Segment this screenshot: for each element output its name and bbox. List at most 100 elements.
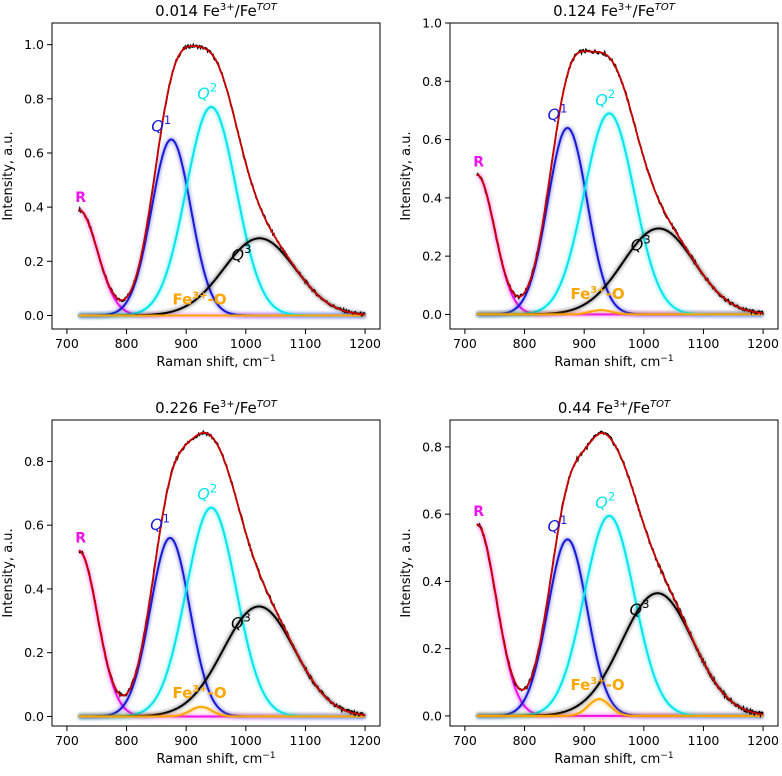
x-tick-label: 1000 xyxy=(628,336,660,351)
y-tick-label: 0.8 xyxy=(24,454,44,469)
y-tick-label: 0.2 xyxy=(24,645,44,660)
x-tick-label: 800 xyxy=(115,336,139,351)
x-tick-label: 1000 xyxy=(230,336,262,351)
series-raw-spectrum xyxy=(78,42,366,317)
label-fe3-o: Fe3+-O xyxy=(172,684,226,702)
series-envelope-fit xyxy=(476,50,764,315)
x-tick-label: 900 xyxy=(572,336,596,351)
label-r: R xyxy=(473,155,484,171)
series-q2-line xyxy=(78,105,366,317)
x-tick-label: 1200 xyxy=(349,336,381,351)
y-tick-label: 1.0 xyxy=(24,37,44,52)
label-q1: Q1 xyxy=(150,512,170,534)
y-tick-label: 0.4 xyxy=(422,574,442,589)
y-tick-label: 0.4 xyxy=(422,190,442,205)
y-axis-label: Intensity, a.u. xyxy=(1,131,16,220)
x-tick-label: 700 xyxy=(453,733,477,748)
y-tick-label: 0.0 xyxy=(24,308,44,323)
y-tick-label: 0.0 xyxy=(422,708,442,723)
x-tick-label: 800 xyxy=(513,733,537,748)
x-tick-label: 800 xyxy=(513,336,537,351)
y-tick-label: 0.6 xyxy=(422,507,442,522)
x-tick-label: 1100 xyxy=(290,336,322,351)
x-axis-label: Raman shift, cm−1 xyxy=(554,751,673,767)
y-tick-label: 0.6 xyxy=(24,518,44,533)
series-envelope-fit xyxy=(78,45,366,316)
label-fe3-o: Fe3+-O xyxy=(570,676,624,694)
label-r: R xyxy=(75,190,86,206)
plot-frame xyxy=(449,22,779,330)
y-tick-label: 0.2 xyxy=(24,254,44,269)
x-tick-label: 1200 xyxy=(747,336,779,351)
label-q2: Q2 xyxy=(197,481,217,503)
label-q2: Q2 xyxy=(197,81,217,103)
label-q2: Q2 xyxy=(595,490,615,512)
x-axis-label: Raman shift, cm−1 xyxy=(156,354,275,370)
x-tick-label: 900 xyxy=(174,733,198,748)
y-tick-label: 0.0 xyxy=(24,709,44,724)
label-q1: Q1 xyxy=(547,513,567,535)
x-tick-label: 1200 xyxy=(349,733,381,748)
label-q3: Q3 xyxy=(631,232,651,254)
y-axis-label: Intensity, a.u. xyxy=(399,528,414,617)
series-raw-spectrum xyxy=(476,430,764,719)
chart-panel-2: 0.124 Fe3+/FeTOT 700 800 900 1000 1100 1200 0.0… xyxy=(399,2,779,370)
chart-panel-4: 0.44 Fe3+/FeTOT 700 800 900 1000 1100 1200 0.0 0… xyxy=(399,399,779,767)
y-axis-label: Intensity, a.u. xyxy=(1,528,16,617)
chart-panel-1: 0.014 Fe3+/FeTOT 700 800 900 1000 1100 1200 0.0… xyxy=(1,2,381,370)
y-tick-label: 0.0 xyxy=(422,307,442,322)
y-tick-label: 1.0 xyxy=(422,16,442,31)
y-axis-label: Intensity, a.u. xyxy=(399,131,414,220)
plot-area xyxy=(78,42,366,318)
label-fe3-o: Fe3+-O xyxy=(570,285,624,303)
plot-frame xyxy=(51,419,381,727)
plot-frame xyxy=(449,419,779,727)
series-envelope-fit xyxy=(476,432,764,716)
y-tick-label: 0.8 xyxy=(24,91,44,106)
x-axis-label: Raman shift, cm−1 xyxy=(554,354,673,370)
label-fe3-o: Fe3+-O xyxy=(172,290,226,308)
series-fe3-o-line xyxy=(78,705,366,718)
label-q3: Q3 xyxy=(231,610,251,632)
label-q1: Q1 xyxy=(151,113,171,135)
x-tick-label: 1100 xyxy=(688,336,720,351)
label-r: R xyxy=(75,531,86,547)
label-q3: Q3 xyxy=(232,242,252,264)
x-tick-label: 700 xyxy=(55,733,79,748)
series-q1-glow xyxy=(78,137,366,318)
label-q2: Q2 xyxy=(595,87,615,109)
x-tick-label: 1100 xyxy=(290,733,322,748)
label-q1: Q1 xyxy=(547,102,567,124)
label-r: R xyxy=(473,504,484,520)
series-fe3-o-line xyxy=(476,309,764,316)
series-q2-glow xyxy=(78,104,366,318)
chart-title: 0.014 Fe3+/FeTOT xyxy=(155,2,278,20)
x-tick-label: 1200 xyxy=(747,733,779,748)
y-tick-label: 0.2 xyxy=(422,641,442,656)
x-axis-label: Raman shift, cm−1 xyxy=(156,751,275,767)
y-tick-label: 0.8 xyxy=(422,439,442,454)
x-tick-label: 1000 xyxy=(230,733,262,748)
y-tick-label: 0.6 xyxy=(24,145,44,160)
series-raw-spectrum xyxy=(476,47,764,316)
series-q1-line xyxy=(78,138,366,317)
x-tick-label: 700 xyxy=(453,336,477,351)
series-envelope-fit xyxy=(78,431,366,716)
y-tick-label: 0.2 xyxy=(422,249,442,264)
plot-area xyxy=(78,429,366,719)
y-tick-label: 0.4 xyxy=(24,581,44,596)
series-fe3-o-line xyxy=(476,698,764,717)
x-tick-label: 800 xyxy=(115,733,139,748)
chart-title: 0.44 Fe3+/FeTOT xyxy=(558,399,671,417)
x-tick-label: 1100 xyxy=(688,733,720,748)
chart-title: 0.226 Fe3+/FeTOT xyxy=(155,399,278,417)
plot-area xyxy=(476,47,764,317)
plot-area xyxy=(476,430,764,719)
x-tick-label: 1000 xyxy=(628,733,660,748)
y-tick-label: 0.8 xyxy=(422,74,442,89)
plot-frame xyxy=(51,22,381,330)
series-raw-spectrum xyxy=(78,429,366,717)
y-tick-label: 0.6 xyxy=(422,132,442,147)
y-tick-label: 0.4 xyxy=(24,200,44,215)
